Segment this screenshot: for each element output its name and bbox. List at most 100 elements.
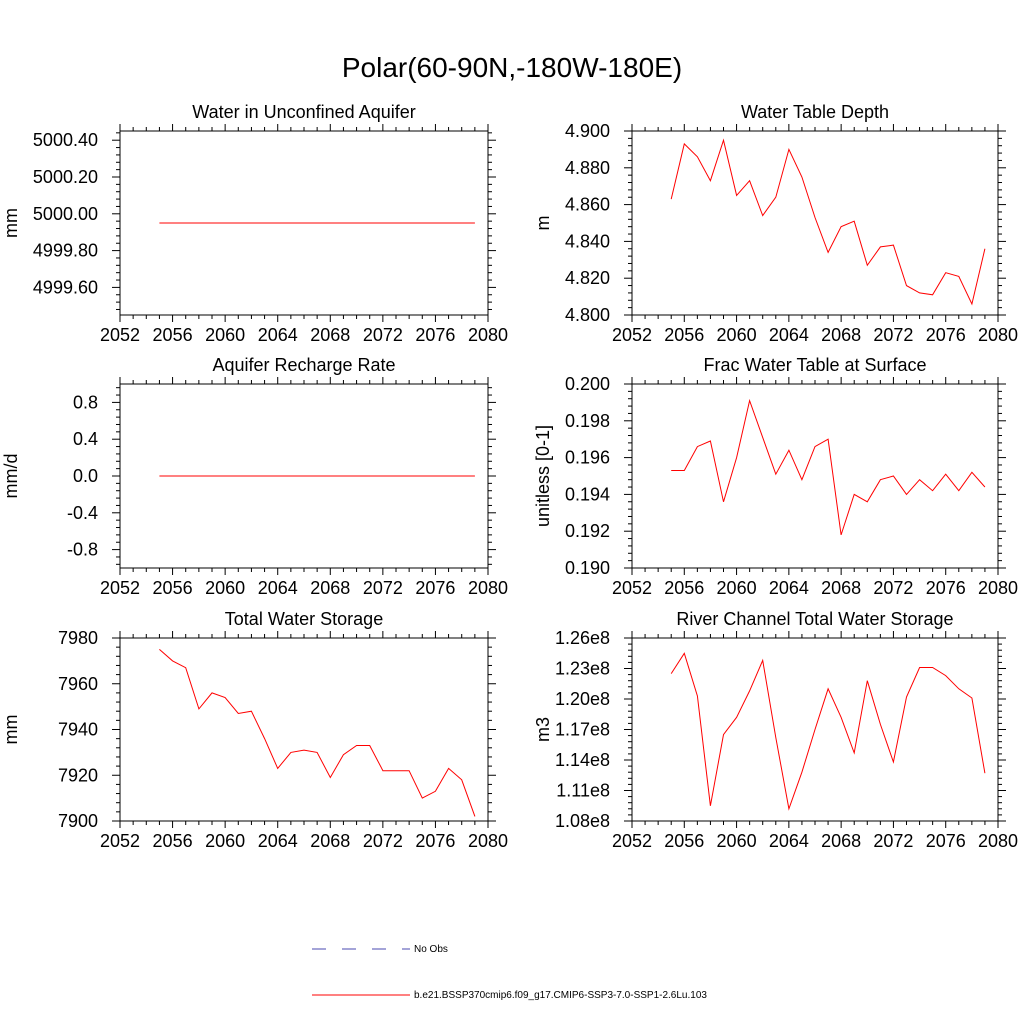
y-tick-label: 0.196 [565,448,610,468]
series-line [671,398,986,536]
x-tick-label: 2076 [415,831,455,851]
y-tick-label: 7960 [58,674,98,694]
y-tick-label: 1.26e8 [555,628,610,648]
y-tick-label: 4.840 [565,231,610,251]
main-title: Polar(60-90N,-180W-180E) [341,52,683,83]
legend-obs-label: No Obs [414,944,448,955]
x-tick-label: 2064 [258,325,298,345]
y-tick-label: 4.820 [565,268,610,288]
panel-title: Aquifer Recharge Rate [212,355,395,375]
x-tick-label: 2072 [873,325,913,345]
y-axis-label: mm [1,715,21,745]
x-tick-label: 2052 [612,831,652,851]
panel-title: Frac Water Table at Surface [703,355,926,375]
x-tick-label: 2056 [153,578,193,598]
x-tick-label: 2052 [100,325,140,345]
y-tick-label: 7900 [58,811,98,831]
y-tick-label: 7920 [58,765,98,785]
y-tick-label: 0.0 [73,466,98,486]
chart-panel-6: 2052 2056 2060 2064 2068 2072 2076 2080 1.08e8 1.… [533,609,1018,851]
x-tick-label: 2056 [664,831,704,851]
y-axis-label: m [533,216,553,231]
x-tick-label: 2072 [873,578,913,598]
x-tick-label: 2064 [769,578,809,598]
chart-panel-2: 2052 2056 2060 2064 2068 2072 2076 2080 4.800 4.8… [533,102,1018,345]
chart-panel-5: 2052 2056 2060 2064 2068 2072 2076 2080 7900 7920… [1,609,508,851]
x-tick-label: 2064 [769,325,809,345]
x-tick-label: 2076 [415,578,455,598]
x-tick-label: 2080 [978,325,1018,345]
x-tick-label: 2056 [664,578,704,598]
x-tick-label: 2052 [100,578,140,598]
x-tick-label: 2068 [821,578,861,598]
y-axis-label: mm [1,208,21,238]
y-tick-label: 1.14e8 [555,750,610,770]
y-tick-label: 7940 [58,720,98,740]
y-tick-label: 4.880 [565,158,610,178]
x-tick-label: 2068 [821,325,861,345]
x-tick-label: 2080 [468,578,508,598]
y-tick-label: 1.17e8 [555,720,610,740]
panel-title: Total Water Storage [225,609,383,629]
y-tick-label: 0.190 [565,558,610,578]
x-tick-label: 2072 [363,578,403,598]
y-tick-label: 0.4 [73,429,98,449]
y-tick-label: 0.198 [565,411,610,431]
series-line [159,649,476,817]
y-tick-label: 5000.00 [33,204,98,224]
x-tick-label: 2056 [153,831,193,851]
y-tick-label: 5000.40 [33,130,98,150]
x-tick-label: 2080 [978,831,1018,851]
y-tick-label: 4999.60 [33,277,98,297]
x-tick-label: 2060 [717,578,757,598]
y-tick-label: 0.200 [565,374,610,394]
x-tick-label: 2056 [664,325,704,345]
x-tick-label: 2056 [153,325,193,345]
x-tick-label: 2080 [468,325,508,345]
x-tick-label: 2052 [612,578,652,598]
y-tick-label: -0.4 [67,503,98,523]
legend-model-label: b.e21.BSSP370cmip6.f09_g17.CMIP6-SSP3-7.… [414,990,707,1001]
series-line [670,138,986,306]
x-tick-label: 2072 [363,831,403,851]
chart-panel-4: 2052 2056 2060 2064 2068 2072 2076 2080 0.190 0.1… [533,355,1018,598]
chart-panel-3: 2052 2056 2060 2064 2068 2072 2076 2080 -0.8 -0.4… [1,355,508,598]
x-tick-label: 2060 [205,325,245,345]
x-tick-label: 2064 [258,578,298,598]
plot-frame [631,383,999,569]
y-tick-label: 1.23e8 [555,659,610,679]
x-tick-label: 2072 [363,325,403,345]
x-tick-label: 2076 [926,831,966,851]
y-tick-label: 4.900 [565,121,610,141]
x-tick-label: 2068 [310,578,350,598]
y-tick-label: 7980 [58,628,98,648]
y-tick-label: 4.860 [565,195,610,215]
y-tick-label: -0.8 [67,540,98,560]
y-tick-label: 0.194 [565,484,610,504]
x-tick-label: 2064 [258,831,298,851]
x-tick-label: 2060 [717,831,757,851]
y-axis-label: m3 [533,717,553,742]
x-tick-label: 2072 [873,831,913,851]
y-axis-label: unitless [0-1] [533,425,553,527]
x-tick-label: 2068 [310,831,350,851]
y-tick-label: 1.20e8 [555,689,610,709]
y-tick-label: 1.08e8 [555,811,610,831]
x-tick-label: 2080 [978,578,1018,598]
x-tick-label: 2052 [612,325,652,345]
x-tick-label: 2060 [205,578,245,598]
x-tick-label: 2064 [769,831,809,851]
y-tick-label: 4.800 [565,305,610,325]
series-line [670,652,986,811]
y-tick-label: 5000.20 [33,167,98,187]
x-tick-label: 2076 [415,325,455,345]
x-tick-label: 2068 [821,831,861,851]
y-tick-label: 4999.80 [33,241,98,261]
y-tick-label: 1.11e8 [556,781,610,801]
x-tick-label: 2076 [926,325,966,345]
y-tick-label: 0.8 [73,392,98,412]
x-tick-label: 2060 [205,831,245,851]
panel-title: River Channel Total Water Storage [676,609,953,629]
